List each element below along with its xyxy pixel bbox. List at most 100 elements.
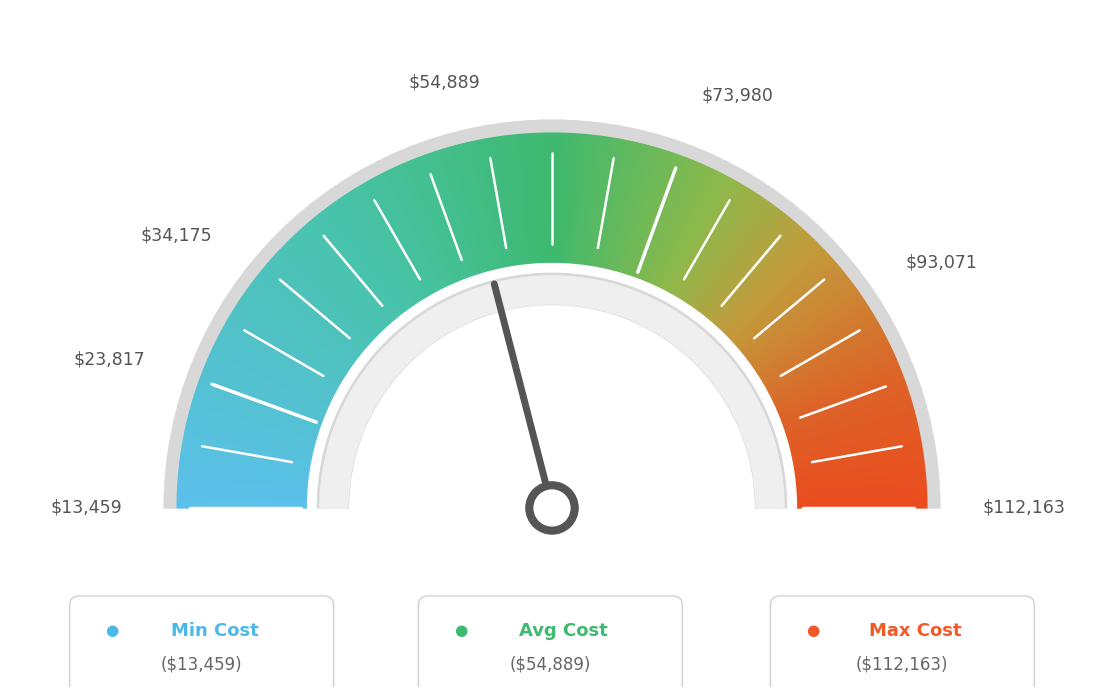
Wedge shape <box>639 158 690 281</box>
Wedge shape <box>335 200 413 308</box>
Wedge shape <box>233 307 346 379</box>
Wedge shape <box>565 134 575 264</box>
Wedge shape <box>691 200 769 308</box>
Wedge shape <box>620 148 660 274</box>
Wedge shape <box>304 224 392 324</box>
Wedge shape <box>368 179 434 295</box>
Wedge shape <box>787 407 914 444</box>
Wedge shape <box>613 145 649 272</box>
Wedge shape <box>501 136 521 266</box>
Wedge shape <box>785 396 911 437</box>
Wedge shape <box>771 342 890 402</box>
Wedge shape <box>793 446 922 470</box>
Wedge shape <box>371 177 436 294</box>
Wedge shape <box>603 141 634 269</box>
Wedge shape <box>268 260 369 348</box>
Text: Avg Cost: Avg Cost <box>519 622 608 640</box>
Wedge shape <box>184 434 312 462</box>
Wedge shape <box>392 167 450 287</box>
Wedge shape <box>755 301 867 375</box>
Wedge shape <box>433 152 477 276</box>
Wedge shape <box>486 139 511 268</box>
Wedge shape <box>630 152 676 277</box>
Wedge shape <box>263 266 365 352</box>
Wedge shape <box>331 202 411 310</box>
Wedge shape <box>721 237 815 333</box>
Wedge shape <box>246 288 354 366</box>
Wedge shape <box>769 338 888 400</box>
Wedge shape <box>230 314 343 384</box>
FancyBboxPatch shape <box>70 596 333 690</box>
Text: ($13,459): ($13,459) <box>161 656 243 673</box>
Wedge shape <box>796 480 926 493</box>
Wedge shape <box>779 370 902 420</box>
Wedge shape <box>796 496 926 503</box>
Wedge shape <box>618 147 657 273</box>
Wedge shape <box>658 170 719 289</box>
Wedge shape <box>601 141 630 269</box>
Wedge shape <box>310 219 396 322</box>
Wedge shape <box>696 205 775 312</box>
Wedge shape <box>181 453 310 475</box>
Wedge shape <box>411 159 461 282</box>
Wedge shape <box>583 136 603 266</box>
Wedge shape <box>654 167 712 287</box>
Wedge shape <box>708 219 794 322</box>
Wedge shape <box>580 136 599 266</box>
Wedge shape <box>794 453 923 475</box>
Wedge shape <box>348 192 421 303</box>
Wedge shape <box>608 143 641 270</box>
Wedge shape <box>317 273 787 508</box>
Wedge shape <box>274 254 372 344</box>
Wedge shape <box>225 321 340 388</box>
Wedge shape <box>666 176 729 293</box>
Wedge shape <box>796 500 926 505</box>
Wedge shape <box>206 359 328 413</box>
Wedge shape <box>266 263 367 351</box>
Circle shape <box>534 490 570 526</box>
Wedge shape <box>183 437 312 464</box>
Wedge shape <box>575 135 591 265</box>
Wedge shape <box>552 133 556 264</box>
Text: $13,459: $13,459 <box>50 499 121 517</box>
Wedge shape <box>375 176 438 293</box>
Wedge shape <box>766 327 882 393</box>
Wedge shape <box>505 136 524 266</box>
Wedge shape <box>308 264 796 508</box>
Wedge shape <box>382 172 444 290</box>
Wedge shape <box>301 227 391 326</box>
Wedge shape <box>180 461 309 480</box>
Wedge shape <box>705 217 790 319</box>
Text: ●: ● <box>105 623 118 638</box>
Wedge shape <box>194 392 319 435</box>
Wedge shape <box>794 449 923 472</box>
Wedge shape <box>192 400 318 440</box>
Wedge shape <box>570 134 583 264</box>
Wedge shape <box>447 147 486 273</box>
Wedge shape <box>489 138 513 267</box>
Wedge shape <box>436 150 479 275</box>
Wedge shape <box>220 331 337 395</box>
Wedge shape <box>796 504 927 508</box>
Wedge shape <box>177 504 308 508</box>
Wedge shape <box>729 248 825 341</box>
Wedge shape <box>193 396 319 437</box>
Wedge shape <box>521 134 534 264</box>
Wedge shape <box>213 345 332 404</box>
Wedge shape <box>693 202 773 310</box>
Wedge shape <box>403 162 457 284</box>
Wedge shape <box>760 310 872 382</box>
Wedge shape <box>179 473 309 488</box>
Wedge shape <box>261 269 363 354</box>
Wedge shape <box>776 359 898 413</box>
Wedge shape <box>675 184 743 297</box>
Wedge shape <box>672 181 740 296</box>
Wedge shape <box>647 162 701 284</box>
Wedge shape <box>751 291 860 368</box>
Wedge shape <box>664 174 725 291</box>
Wedge shape <box>422 155 469 279</box>
Wedge shape <box>455 145 491 272</box>
Wedge shape <box>276 251 374 342</box>
Wedge shape <box>795 473 925 488</box>
Wedge shape <box>205 363 327 415</box>
